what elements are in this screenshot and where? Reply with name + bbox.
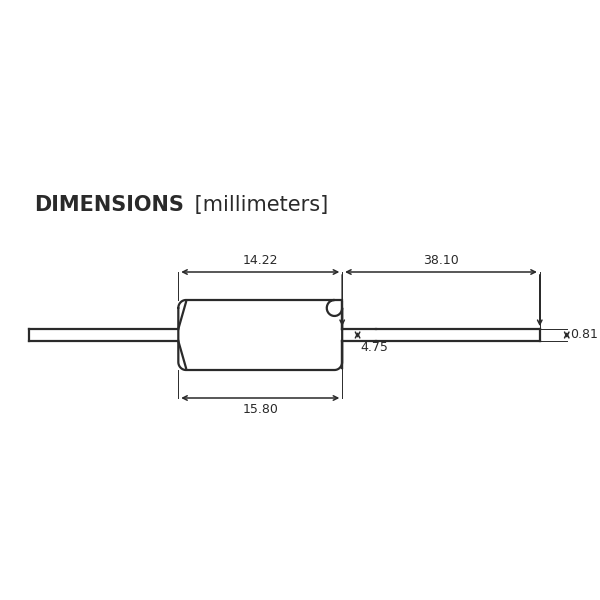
Text: DIMENSIONS: DIMENSIONS xyxy=(34,195,184,215)
Text: 4.75: 4.75 xyxy=(361,341,388,354)
Text: [millimeters]: [millimeters] xyxy=(188,195,328,215)
Text: 15.80: 15.80 xyxy=(242,403,278,416)
Text: 14.22: 14.22 xyxy=(242,254,278,267)
Text: 0.81: 0.81 xyxy=(571,329,598,341)
Text: 38.10: 38.10 xyxy=(423,254,459,267)
